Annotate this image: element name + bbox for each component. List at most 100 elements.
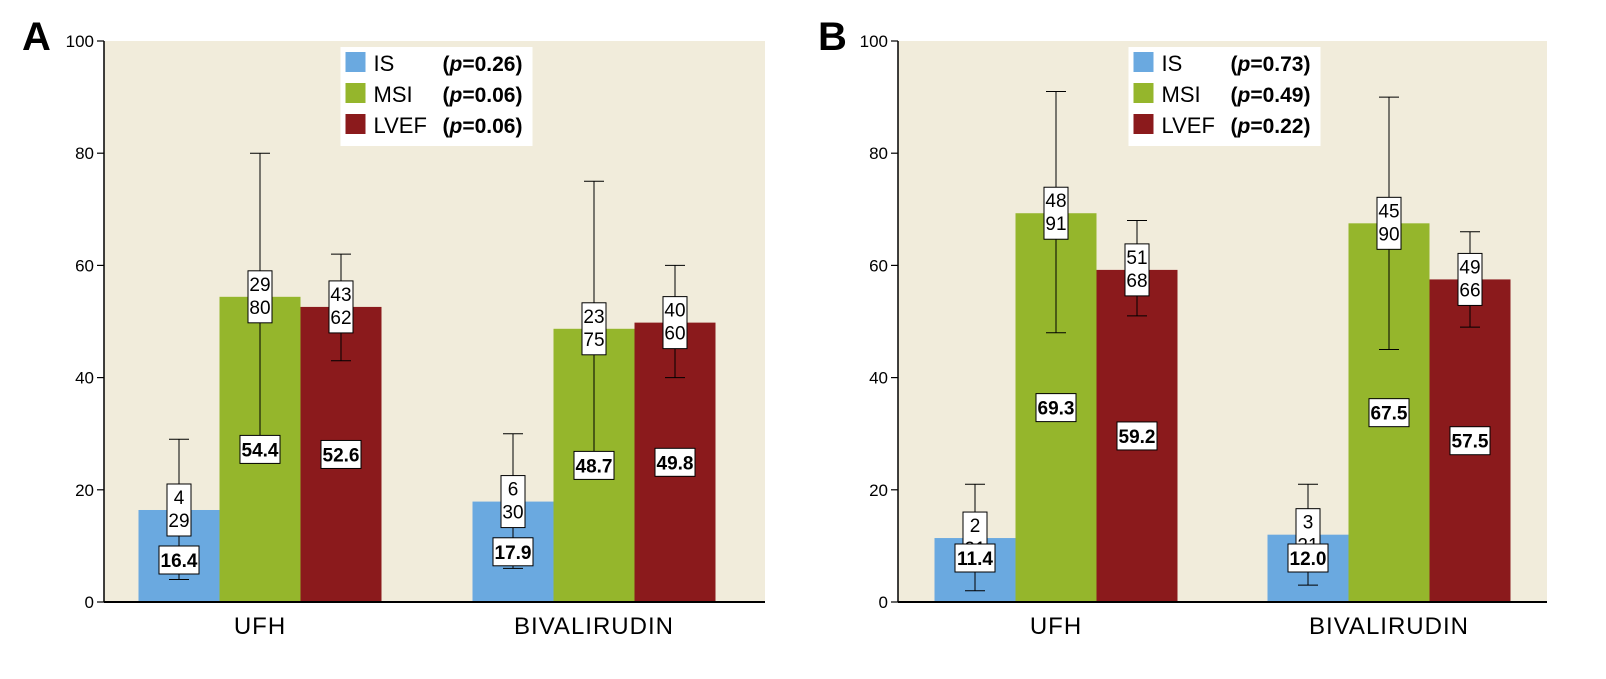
value-label-text: 12.0 [1290, 549, 1327, 570]
range-low-label: 45 [1378, 201, 1399, 222]
range-high-label: 80 [249, 298, 270, 319]
range-label-box [662, 296, 688, 350]
legend-label: MSI [1162, 82, 1201, 107]
range-label-box [1457, 252, 1483, 306]
legend-p-symbol: p [449, 115, 463, 138]
legend-p-number: =0.22 [1250, 115, 1303, 138]
value-label-text: 49.8 [657, 453, 694, 474]
legend-box [1128, 47, 1321, 146]
legend-p-close: ) [1303, 115, 1310, 138]
legend-label: LVEF [374, 113, 427, 138]
range-label-box [581, 302, 607, 356]
range-low-label: 51 [1126, 248, 1147, 269]
legend-label: LVEF [1162, 113, 1215, 138]
legend-label: IS [1162, 51, 1183, 76]
value-label-text: 17.9 [495, 543, 532, 564]
x-category-label: UFH [234, 613, 286, 640]
value-label-box [1287, 543, 1329, 573]
range-label-box [247, 270, 273, 324]
legend-swatch [345, 114, 366, 134]
value-label-box [1449, 426, 1491, 456]
value-label: 48.7 [573, 450, 615, 480]
range-low-label: 2 [970, 516, 981, 537]
range-label-box [328, 280, 354, 334]
x-category-label: BIVALIRUDIN [514, 613, 674, 640]
legend-item-is: IS (p=0.73) [1133, 51, 1310, 76]
range-low-label: 6 [508, 480, 519, 501]
value-label: 12.0 [1287, 543, 1329, 573]
legend-p-number: =0.06 [462, 115, 515, 138]
legend-swatch [345, 52, 366, 72]
legend-p-number: =0.06 [462, 84, 515, 107]
range-high-label: 62 [330, 308, 351, 329]
range-low-label: 48 [1045, 191, 1066, 212]
legend-p-symbol: p [1237, 115, 1251, 138]
value-label-text: 67.5 [1371, 404, 1408, 425]
range-high-label: 75 [583, 330, 604, 351]
legend-p-open: ( [443, 84, 450, 107]
panel-letter: B [818, 15, 847, 59]
y-tick-label: 100 [66, 32, 94, 51]
value-label-text: 16.4 [161, 551, 198, 572]
legend-p-symbol: p [449, 84, 463, 107]
legend-p-value: (p=0.26) [443, 53, 523, 76]
value-label-box [573, 450, 615, 480]
range-high-label: 66 [1459, 280, 1480, 301]
value-label: 59.2 [1116, 421, 1158, 451]
panel-letter: A [22, 15, 51, 59]
y-tick-label: 0 [85, 593, 94, 612]
value-label-text: 57.5 [1452, 432, 1489, 453]
legend-p-open: ( [1231, 115, 1238, 138]
range-high-label: 60 [664, 324, 685, 345]
range-label-box [166, 483, 192, 537]
y-tick-label: 40 [75, 369, 94, 388]
y-tick-label: 80 [75, 144, 94, 163]
range-low-label: 49 [1459, 257, 1480, 278]
legend-item-lvef: LVEF (p=0.22) [1133, 113, 1310, 138]
legend-p-open: ( [443, 53, 450, 76]
range-label: 429 [166, 483, 192, 537]
value-label-box [158, 545, 200, 575]
value-label-box [1035, 393, 1077, 423]
value-label-text: 69.3 [1038, 399, 1075, 420]
legend-item-is: IS (p=0.26) [345, 51, 523, 76]
range-high-label: 91 [1045, 214, 1066, 235]
value-label: 54.4 [239, 434, 281, 464]
legend-swatch [1133, 114, 1154, 134]
range-label-box [1376, 196, 1402, 250]
y-tick-label: 100 [860, 32, 888, 51]
value-label: 17.9 [492, 537, 534, 567]
value-label: 11.4 [954, 543, 996, 573]
y-tick-label: 60 [75, 256, 94, 275]
value-label-text: 48.7 [576, 456, 613, 477]
value-label-box [239, 434, 281, 464]
range-label-box [1124, 243, 1150, 297]
range-low-label: 43 [330, 285, 351, 306]
x-category-label: UFH [1030, 613, 1082, 640]
range-high-label: 68 [1126, 271, 1147, 292]
value-label-box [954, 543, 996, 573]
legend-p-close: ) [515, 53, 522, 76]
legend-p-value: (p=0.49) [1231, 84, 1311, 107]
legend-item-msi: MSI (p=0.49) [1133, 82, 1311, 107]
legend-p-value: (p=0.06) [443, 84, 523, 107]
value-label-box [1368, 398, 1410, 428]
legend-p-open: ( [1231, 84, 1238, 107]
range-label-box [500, 475, 526, 529]
range-low-label: 23 [583, 307, 604, 328]
legend-swatch [1133, 52, 1154, 72]
legend-item-lvef: LVEF (p=0.06) [345, 113, 522, 138]
range-low-label: 29 [249, 275, 270, 296]
value-label-box [492, 537, 534, 567]
legend-box [340, 47, 533, 146]
legend-p-number: =0.73 [1250, 53, 1303, 76]
legend-label: MSI [374, 82, 413, 107]
y-tick-label: 40 [869, 369, 888, 388]
